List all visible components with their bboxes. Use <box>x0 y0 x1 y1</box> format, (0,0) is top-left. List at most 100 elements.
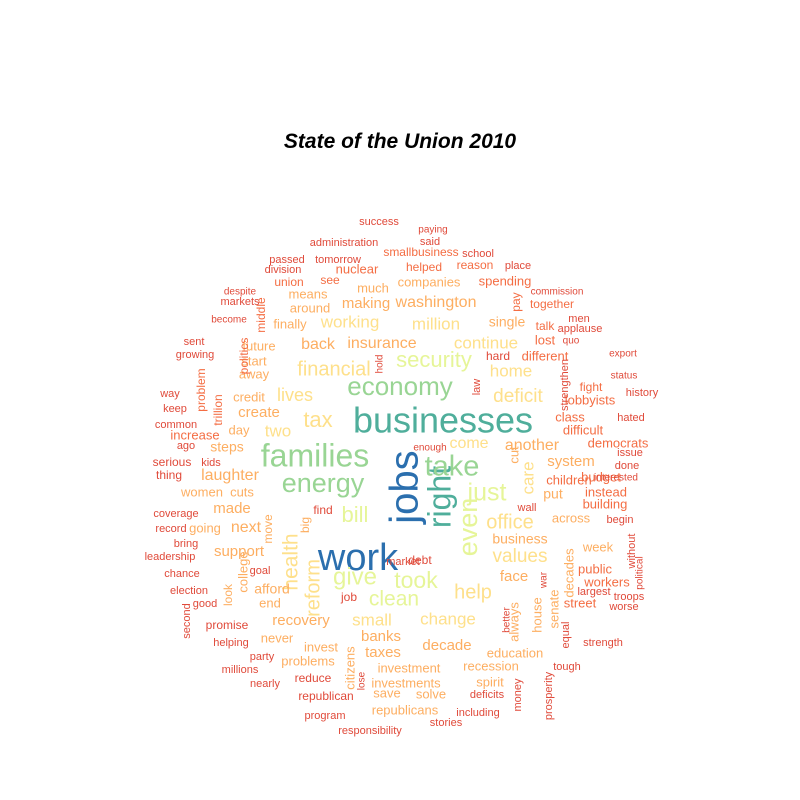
word-lost: lost <box>535 332 556 347</box>
word-investments: investments <box>371 675 441 690</box>
word-good: good <box>193 598 217 610</box>
word-export: export <box>609 349 637 360</box>
word-recession: recession <box>463 658 519 673</box>
word-made: made <box>213 500 251 517</box>
word-care: care <box>518 461 537 494</box>
word-businesses: businesses <box>353 400 533 441</box>
word-house: house <box>529 597 544 632</box>
word-deficits: deficits <box>470 689 505 701</box>
word-keep: keep <box>163 403 187 415</box>
word-took: took <box>394 567 438 593</box>
word-continue: continue <box>454 333 518 352</box>
word-insurance: insurance <box>347 335 416 352</box>
word-equal: equal <box>560 622 572 649</box>
word-end: end <box>259 595 281 610</box>
word-commission: commission <box>531 287 584 298</box>
word-just: just <box>467 479 507 507</box>
word-spirit: spirit <box>476 674 504 689</box>
word-passed: passed <box>269 254 304 266</box>
word-nearly: nearly <box>250 678 280 690</box>
word-tough: tough <box>553 661 581 673</box>
word-washington: washington <box>395 294 477 311</box>
word-political: political <box>635 556 646 589</box>
word-take: take <box>425 451 480 483</box>
word-right: right <box>421 466 457 528</box>
word-energy: energy <box>282 468 365 498</box>
word-tomorrow: tomorrow <box>315 254 361 266</box>
word-class: class <box>555 409 585 424</box>
word-much: much <box>357 280 389 295</box>
word-including: including <box>456 707 499 719</box>
word-workers: workers <box>583 574 630 589</box>
word-cut: cut <box>506 446 521 464</box>
word-public: public <box>578 561 612 576</box>
word-day: day <box>229 422 250 437</box>
word-begin: begin <box>607 514 634 526</box>
word-success: success <box>359 216 399 228</box>
word-strength: strength <box>583 637 623 649</box>
word-trillion: trillion <box>211 394 225 425</box>
word-recovery: recovery <box>272 612 330 629</box>
word-making: making <box>342 295 390 312</box>
word-debt: debt <box>408 553 432 567</box>
word-families: families <box>261 437 369 473</box>
word-union: union <box>274 275 303 289</box>
word-administration: administration <box>310 237 378 249</box>
word-next: next <box>231 519 262 536</box>
word-building: building <box>583 496 628 511</box>
word-program: program <box>305 710 346 722</box>
word-second: second <box>181 603 193 638</box>
word-issue: issue <box>617 447 643 459</box>
word-reform: reform <box>302 559 324 617</box>
word-fight: fight <box>580 380 603 394</box>
word-financial: financial <box>297 358 370 380</box>
word-street: street <box>564 595 597 610</box>
word-around: around <box>290 300 330 315</box>
word-children: children <box>546 472 592 487</box>
word-economy: economy <box>347 371 453 401</box>
word-companies: companies <box>398 274 461 289</box>
word-decade: decade <box>422 637 471 654</box>
word-middle: middle <box>254 297 268 333</box>
word-put: put <box>543 486 563 502</box>
word-find: find <box>313 503 332 517</box>
word-senate: senate <box>546 589 561 628</box>
word-tax: tax <box>303 407 332 432</box>
word-finally: finally <box>273 316 307 331</box>
word-republicans: republicans <box>372 702 439 717</box>
word-markets: markets <box>220 296 260 308</box>
word-afford: afford <box>254 581 290 597</box>
word-even: even <box>453 498 483 557</box>
word-away: away <box>239 366 270 381</box>
word-health: health <box>280 533 303 590</box>
word-see: see <box>320 273 340 287</box>
word-wall: wall <box>517 502 537 514</box>
word-system: system <box>547 453 595 470</box>
word-start: start <box>241 353 267 368</box>
word-budget: budget <box>581 469 621 484</box>
word-money: money <box>512 678 524 712</box>
word-hated: hated <box>617 412 645 424</box>
word-face: face <box>500 568 528 585</box>
word-always: always <box>506 602 521 642</box>
word-hard: hard <box>486 349 510 363</box>
word-laughter: laughter <box>201 467 259 484</box>
word-support: support <box>214 543 265 560</box>
word-problem: problem <box>194 368 208 411</box>
word-thing: thing <box>156 468 182 482</box>
word-future: future <box>242 338 275 353</box>
word-talk: talk <box>536 319 556 333</box>
word-history: history <box>626 387 659 399</box>
word-education: education <box>487 645 543 660</box>
word-across: across <box>552 510 591 525</box>
word-cuts: cuts <box>230 484 254 499</box>
word-office: office <box>486 511 533 533</box>
word-republican: republican <box>298 689 353 703</box>
word-deficit: deficit <box>493 386 543 407</box>
word-together: together <box>530 297 574 311</box>
word-election: election <box>170 585 208 597</box>
word-difficult: difficult <box>563 422 604 437</box>
word-move: move <box>261 514 275 544</box>
word-way: way <box>159 388 180 400</box>
word-applause: applause <box>558 323 603 335</box>
